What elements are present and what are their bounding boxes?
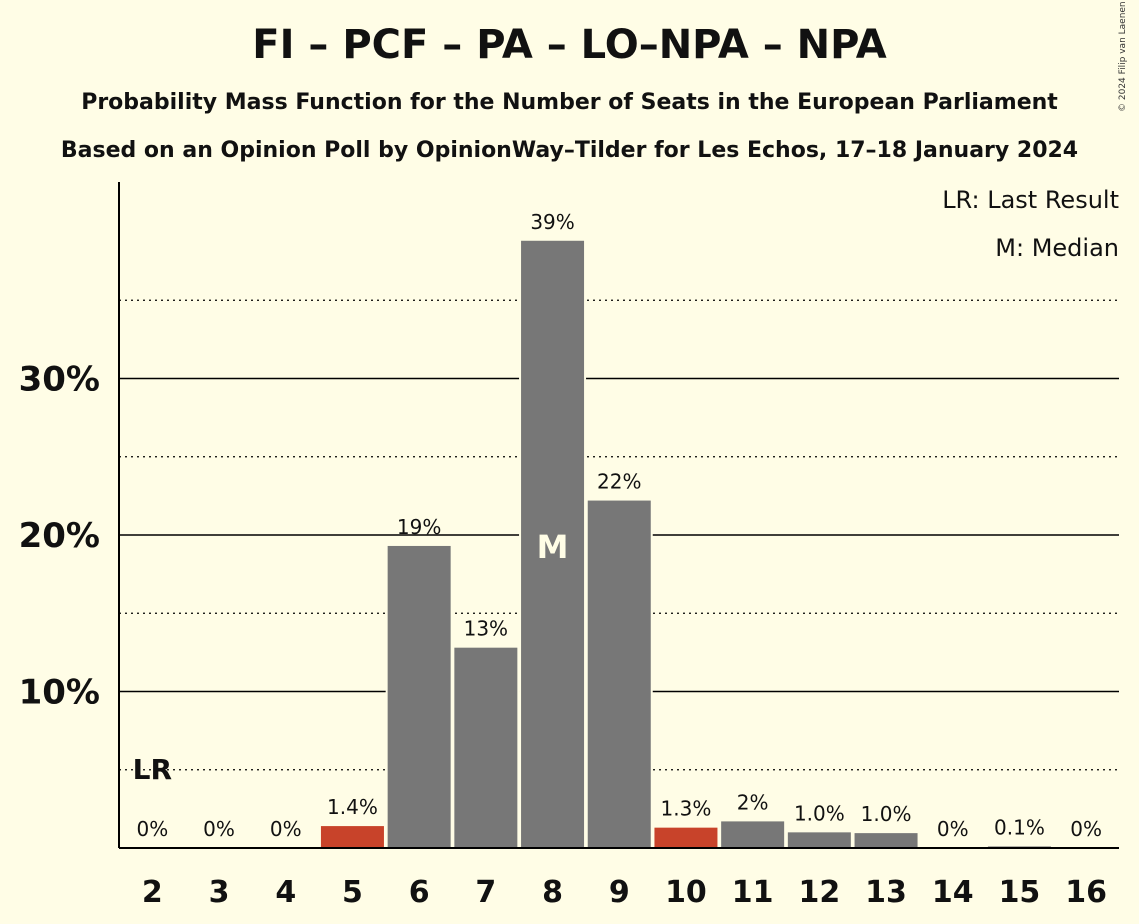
chart-title: FI – PCF – PA – LO–NPA – NPA [252, 22, 887, 68]
data-label: 0% [203, 817, 235, 841]
data-label: 1.4% [327, 795, 378, 819]
data-label: 1.3% [661, 797, 712, 821]
x-tick-label: 9 [609, 875, 630, 910]
bar [454, 647, 518, 848]
data-label: 0% [136, 817, 168, 841]
y-tick-label: 10% [19, 673, 100, 713]
last-result-marker: LR [133, 753, 172, 786]
data-label: 0% [937, 817, 969, 841]
x-tick-label: 6 [409, 875, 430, 910]
x-tick-label: 5 [342, 875, 363, 910]
x-tick-label: 14 [932, 875, 974, 910]
x-tick-label: 11 [732, 875, 774, 910]
median-marker: M [537, 528, 569, 566]
data-label: 22% [597, 470, 641, 494]
data-label: 0% [270, 817, 302, 841]
bar [320, 826, 384, 848]
chart-source: Based on an Opinion Poll by OpinionWay–T… [60, 138, 1079, 163]
data-label: 39% [530, 210, 574, 234]
legend-median: M: Median [995, 234, 1119, 262]
x-tick-label: 3 [209, 875, 230, 910]
x-tick-label: 10 [665, 875, 707, 910]
x-tick-label: 2 [142, 875, 163, 910]
bar [587, 500, 651, 848]
x-tick-label: 7 [475, 875, 496, 910]
y-tick-label: 20% [19, 516, 100, 556]
bar-halo [985, 844, 1053, 848]
data-label: 13% [464, 617, 508, 641]
bar [654, 827, 718, 848]
x-tick-label: 16 [1065, 875, 1107, 910]
x-tick-label: 15 [999, 875, 1041, 910]
bar [387, 545, 451, 848]
x-tick-label: 13 [865, 875, 907, 910]
y-tick-label: 30% [19, 360, 100, 400]
data-label: 0% [1070, 817, 1102, 841]
data-label: 0.1% [994, 815, 1045, 839]
x-tick-label: 12 [798, 875, 840, 910]
bar [521, 240, 585, 848]
bar [854, 833, 918, 848]
x-tick-label: 8 [542, 875, 563, 910]
data-label: 1.0% [794, 801, 845, 825]
bar [721, 821, 785, 848]
chart-subtitle: Probability Mass Function for the Number… [81, 90, 1058, 115]
legend-last-result: LR: Last Result [942, 186, 1119, 214]
data-label: 2% [737, 790, 769, 814]
bar [787, 832, 851, 848]
data-label: 19% [397, 515, 441, 539]
data-label: 1.0% [861, 802, 912, 826]
x-tick-label: 4 [275, 875, 296, 910]
